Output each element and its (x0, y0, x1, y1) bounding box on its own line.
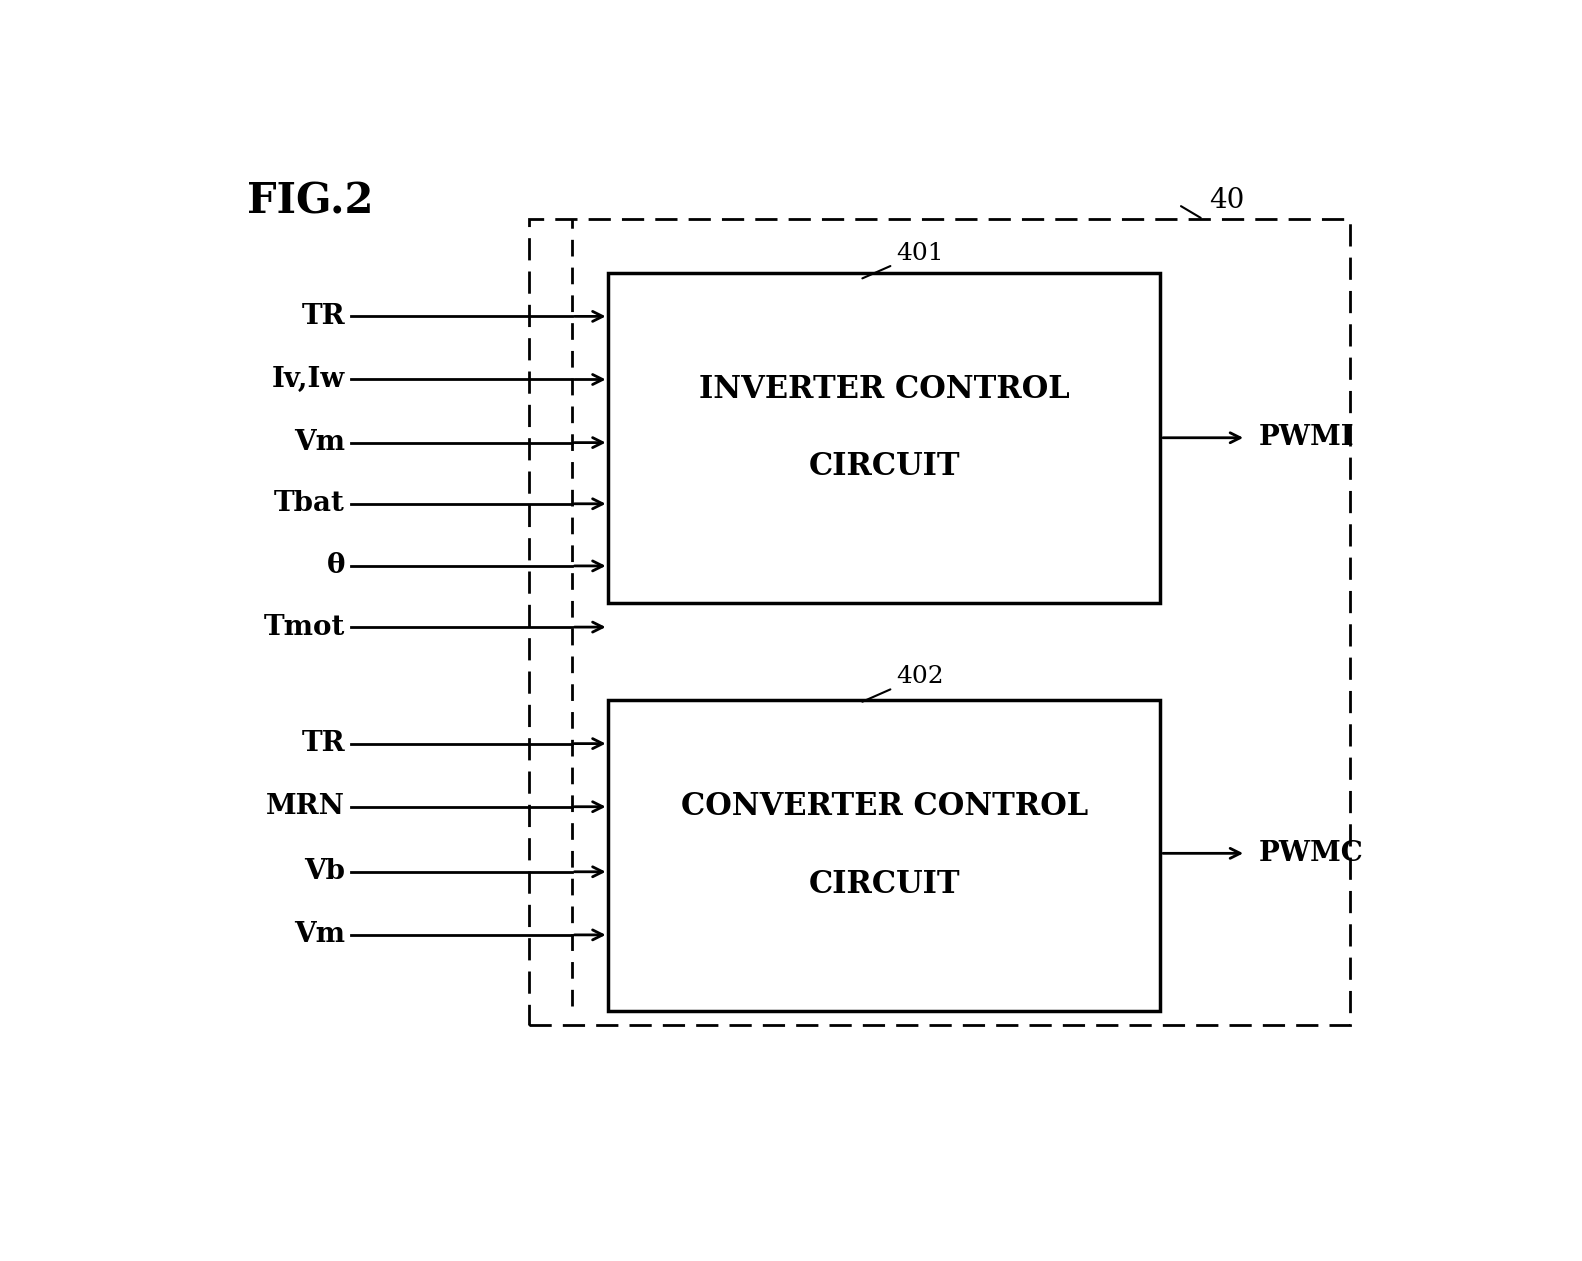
Text: Iv,Iw: Iv,Iw (272, 366, 345, 393)
Text: TR: TR (301, 303, 345, 330)
Text: Vm: Vm (294, 429, 345, 456)
Text: Tmot: Tmot (264, 614, 345, 641)
Text: PWMC: PWMC (1258, 840, 1364, 866)
Text: TR: TR (301, 730, 345, 757)
Text: 401: 401 (897, 242, 944, 265)
Text: CIRCUIT: CIRCUIT (808, 869, 960, 900)
Bar (609, 700, 1160, 1010)
Text: 40: 40 (1209, 188, 1245, 214)
Text: PWMI: PWMI (1258, 424, 1354, 451)
Text: Vb: Vb (304, 859, 345, 885)
Text: FIG.2: FIG.2 (247, 180, 373, 222)
Bar (609, 272, 1160, 603)
Text: CIRCUIT: CIRCUIT (808, 451, 960, 483)
Bar (528, 219, 1351, 1025)
Text: INVERTER CONTROL: INVERTER CONTROL (699, 373, 1069, 405)
Text: 402: 402 (897, 666, 944, 689)
Text: MRN: MRN (266, 793, 345, 820)
Text: θ: θ (326, 552, 345, 579)
Text: CONVERTER CONTROL: CONVERTER CONTROL (680, 791, 1088, 822)
Text: Tbat: Tbat (274, 491, 345, 517)
Text: Vm: Vm (294, 922, 345, 948)
